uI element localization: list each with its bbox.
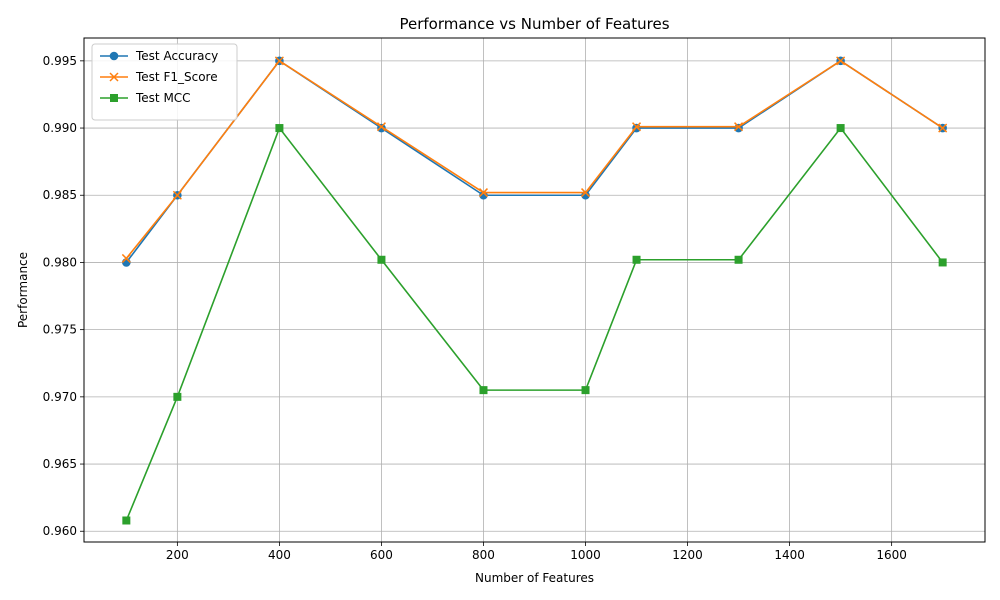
y-tick-label: 0.970 — [43, 390, 77, 404]
y-axis: 0.960 0.965 0.970 0.975 0.980 0.985 0.990 0.995 — [43, 54, 84, 538]
y-tick-label: 0.990 — [43, 121, 77, 135]
chart-title: Performance vs Number of Features — [399, 15, 669, 33]
y-tick-label: 0.985 — [43, 188, 77, 202]
series-test-mcc — [122, 124, 947, 525]
x-tick-label: 200 — [166, 548, 189, 562]
legend-item-test-mcc: Test MCC — [100, 91, 191, 105]
data-point-test-f1-score — [632, 122, 642, 132]
data-point-test-mcc — [581, 386, 590, 395]
data-point-test-mcc — [632, 255, 641, 264]
data-point-test-f1-score — [172, 190, 182, 200]
legend-label: Test MCC — [135, 91, 191, 105]
x-axis-label: Number of Features — [475, 571, 594, 585]
data-point-test-f1-score — [478, 188, 489, 198]
x-tick-label: 600 — [370, 548, 393, 562]
x-tick-label: 1600 — [876, 548, 907, 562]
data-point-test-mcc — [173, 392, 182, 401]
data-point-test-f1-score — [938, 123, 948, 133]
series-line-test-f1-score — [125, 59, 944, 259]
x-tick-label: 400 — [268, 548, 291, 562]
data-point-test-mcc — [836, 124, 845, 133]
series-test-accuracy — [122, 56, 947, 267]
y-tick-label: 0.975 — [43, 323, 77, 337]
y-tick-label: 0.995 — [43, 54, 77, 68]
legend-marker — [109, 72, 119, 82]
legend-label: Test Accuracy — [135, 49, 218, 63]
legend-marker — [109, 51, 119, 61]
y-tick-label: 0.965 — [43, 457, 77, 471]
legend: Test Accuracy Test F1_Score Test MCC — [91, 43, 238, 121]
legend-marker — [110, 94, 118, 102]
data-point-test-mcc — [122, 516, 131, 525]
data-point-test-mcc — [377, 255, 386, 264]
x-tick-label: 1400 — [774, 548, 805, 562]
data-point-test-f1-score — [376, 122, 386, 132]
x-tick-label: 1000 — [570, 548, 601, 562]
data-point-test-mcc — [479, 386, 488, 395]
data-point-test-f1-score — [734, 122, 744, 132]
data-point-test-mcc — [938, 258, 947, 267]
data-point-test-f1-score — [580, 188, 591, 198]
y-tick-label: 0.980 — [43, 255, 77, 269]
legend-label: Test F1_Score — [135, 70, 218, 84]
series-line-test-mcc — [125, 126, 944, 521]
series-test-f1-score — [121, 56, 948, 263]
x-tick-label: 800 — [472, 548, 495, 562]
x-axis: 200 400 600 800 1000 1200 1400 1600 — [166, 542, 907, 562]
series-line-test-accuracy — [125, 59, 944, 263]
data-point-test-f1-score — [836, 56, 846, 66]
legend-box — [91, 43, 238, 121]
y-axis-label: Performance — [16, 252, 30, 328]
series-layer — [121, 56, 948, 525]
x-tick-label: 1200 — [672, 548, 703, 562]
legend-item-test-accuracy: Test Accuracy — [100, 49, 218, 63]
data-point-test-mcc — [734, 255, 743, 264]
legend-item-test-f1-score: Test F1_Score — [100, 70, 218, 84]
data-point-test-mcc — [275, 124, 284, 133]
y-tick-label: 0.960 — [43, 524, 77, 538]
data-point-test-f1-score — [121, 253, 131, 263]
plot-area — [83, 37, 986, 543]
data-point-test-f1-score — [274, 56, 284, 66]
